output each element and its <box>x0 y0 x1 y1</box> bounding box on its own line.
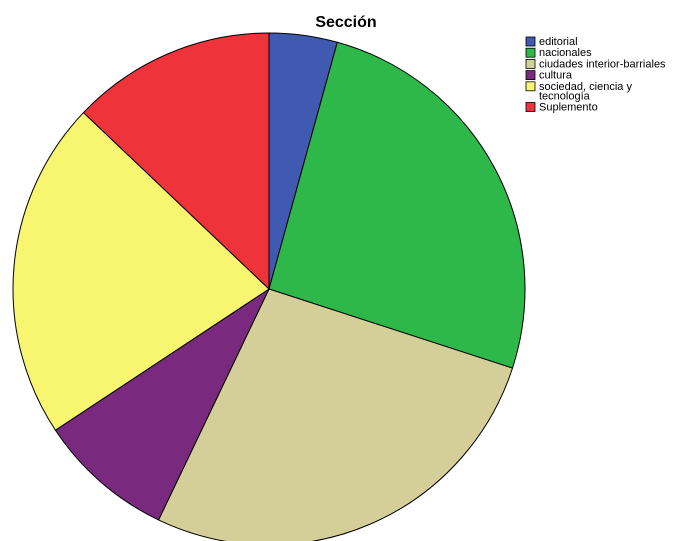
legend-swatch <box>525 81 536 92</box>
legend-label: nacionales <box>539 47 592 59</box>
pie-slice-nacionales <box>268 41 526 369</box>
pie-slice-ciudades-interior-barriales <box>158 288 513 541</box>
pie-slice-suplemento <box>82 32 270 290</box>
legend-label: cultura <box>539 70 573 82</box>
legend-swatch <box>525 47 536 58</box>
legend-swatch <box>525 36 536 47</box>
legend-label: editorial <box>539 36 578 48</box>
legend-label: tecnología <box>539 90 591 102</box>
legend-swatch <box>525 59 536 69</box>
pie-slice-cultura <box>54 288 270 521</box>
pie-slice-sociedad-ciencia-y-tecnología <box>12 112 270 431</box>
pie-slices <box>12 32 526 541</box>
chart-title: Sección <box>315 14 376 31</box>
legend-label: Suplemento <box>539 102 598 114</box>
legend-label: ciudades interior-barriales <box>539 58 666 70</box>
legend-label: sociedad, ciencia y <box>539 81 632 93</box>
legend-swatch <box>525 70 536 80</box>
legend-swatch <box>525 102 536 112</box>
